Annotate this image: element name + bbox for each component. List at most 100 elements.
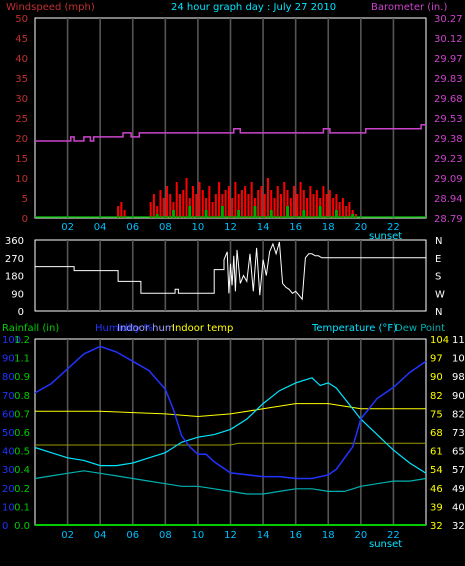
gust-bar [269, 210, 273, 218]
windspeed-bar [165, 186, 168, 218]
sunset-label-bottom: sunset [369, 539, 402, 550]
direction-y-tick-label: 180 [5, 272, 24, 283]
rainfall-y-tick-label: 0.2 [14, 484, 30, 495]
wind-x-tick-label: 10 [192, 222, 205, 233]
temp-x-tick-label: 02 [61, 530, 74, 541]
windspeed-bar [224, 190, 227, 218]
sunset-label-top: sunset [369, 231, 402, 242]
gust-bar [204, 210, 208, 218]
rainfall-y-tick-label: 0.0 [14, 521, 30, 532]
windspeed-bar [162, 198, 165, 218]
barometer-line [35, 124, 426, 142]
gust-bar [237, 210, 241, 218]
windspeed-bar [234, 182, 237, 218]
temp-x-tick-label: 18 [322, 530, 335, 541]
humidity-y-tick-label: 40 [2, 447, 15, 458]
gust-bar [220, 206, 224, 218]
barometer-y-tick-label: 29.68 [434, 94, 463, 105]
wind-x-tick-label: 22 [387, 222, 400, 233]
barometer-y-tick-label: 29.38 [434, 134, 463, 145]
wind-x-tick-label: 04 [94, 222, 107, 233]
windspeed-bar [250, 182, 253, 218]
wind-y-tick-label: 40 [15, 54, 28, 65]
humidity-y-tick-label: 0 [2, 521, 8, 532]
windspeed-bar [201, 190, 204, 218]
windspeed-bar [211, 202, 214, 218]
barometer-y-tick-label: 29.53 [434, 114, 463, 125]
windspeed-bar [273, 198, 276, 218]
windspeed-bar [227, 186, 230, 218]
gust-bar [302, 210, 306, 218]
wind-x-tick-label: 14 [257, 222, 270, 233]
windspeed-bar [175, 182, 178, 218]
windspeed-bar [338, 202, 341, 218]
gust-bar [318, 206, 322, 218]
windspeed-bar [266, 178, 269, 218]
humidity-axis-label: Humidity % [95, 323, 153, 334]
windspeed-bar [149, 202, 152, 218]
temp-x-tick-label: 20 [354, 530, 367, 541]
windspeed-bar [257, 190, 260, 218]
wind-x-tick-label: 12 [224, 222, 237, 233]
temp-x-tick-label: 04 [94, 530, 107, 541]
humidity-y-tick-label: 60 [2, 409, 15, 420]
gust-bar [253, 206, 257, 218]
rainfall-y-tick-label: 0.4 [14, 465, 30, 476]
rainfall-axis-label: Rainfall (in) [2, 323, 59, 334]
temperature-y-tick-label: 54 [430, 465, 443, 476]
temperature-y2-tick-label: 40 [452, 502, 465, 513]
windspeed-bar [192, 186, 195, 218]
direction-y-tick-label: 360 [5, 236, 24, 247]
wind-direction-line [35, 241, 426, 301]
compass-tick-label: N [435, 236, 442, 247]
windspeed-bar [159, 190, 162, 218]
gust-bar [188, 206, 192, 218]
rainfall-y-tick-label: 0.6 [14, 428, 30, 439]
temperature-y2-tick-label: 82 [452, 409, 465, 420]
indoor-temp-label: Indoor temp [172, 323, 233, 334]
temperature-y-tick-label: 90 [430, 372, 443, 383]
barometer-y-tick-label: 28.79 [434, 214, 463, 225]
windspeed-bar [315, 190, 318, 218]
direction-y-tick-label: 0 [18, 307, 24, 318]
barometer-y-tick-label: 28.94 [434, 194, 463, 205]
barometer-y-tick-label: 29.09 [434, 174, 463, 185]
compass-tick-label: S [435, 272, 441, 283]
temperature-y2-tick-label: 57 [452, 465, 465, 476]
windspeed-bar [218, 182, 221, 218]
windspeed-bar [309, 186, 312, 218]
temperature-y-tick-label: 97 [430, 354, 443, 365]
rainfall-y-tick-label: 1.2 [14, 335, 30, 346]
humidity-y-tick-label: 30 [2, 465, 15, 476]
windspeed-bar [341, 198, 344, 218]
temperature-y2-tick-label: 73 [452, 428, 465, 439]
barometer-y-tick-label: 30.27 [434, 14, 463, 25]
windspeed-bar [178, 194, 181, 218]
windspeed-bar [169, 194, 172, 218]
windspeed-bar [260, 186, 263, 218]
temperature-y2-tick-label: 90 [452, 391, 465, 402]
wind-x-tick-label: 18 [322, 222, 335, 233]
temp-x-tick-label: 22 [387, 530, 400, 541]
windspeed-bar [276, 186, 279, 218]
rainfall-y-tick-label: 0.8 [14, 391, 30, 402]
windspeed-bar [286, 190, 289, 218]
direction-y-tick-label: 90 [11, 289, 24, 300]
temperature-y-tick-label: 82 [430, 391, 443, 402]
windspeed-bar [205, 198, 208, 218]
temperature-y2-tick-label: 32 [452, 521, 465, 532]
windspeed-bar [195, 194, 198, 218]
temp-x-tick-label: 08 [159, 530, 172, 541]
windspeed-bar [198, 182, 201, 218]
wind-y-tick-label: 10 [15, 174, 28, 185]
windspeed-bar [335, 194, 338, 218]
windspeed-bar [296, 194, 299, 218]
humidity-y-tick-label: 80 [2, 372, 15, 383]
barometer-y-tick-label: 29.83 [434, 74, 463, 85]
wind-y-tick-label: 25 [15, 114, 28, 125]
rainfall-y-tick-label: 0.7 [14, 409, 30, 420]
windspeed-bar [244, 186, 247, 218]
